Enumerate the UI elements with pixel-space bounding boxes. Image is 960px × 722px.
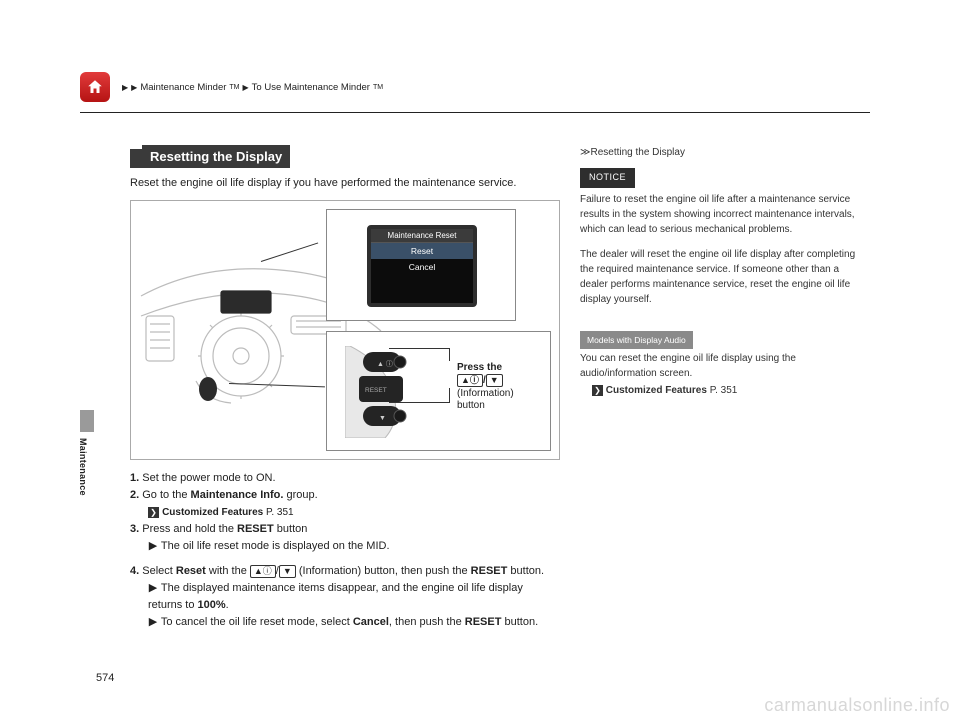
- model-badge: Models with Display Audio: [580, 331, 693, 350]
- step-4-sub1: ▶ The displayed maintenance items disapp…: [148, 580, 560, 614]
- tm-mark: TM: [373, 84, 383, 91]
- notice-badge: NOTICE: [580, 168, 635, 188]
- mid-option-cancel: Cancel: [371, 259, 473, 275]
- pointer-line: [449, 388, 450, 403]
- info-arrow-icon: ≫: [580, 147, 590, 158]
- page-number: 574: [96, 672, 114, 684]
- down-key-icon: ▼: [486, 374, 503, 387]
- side-paragraph: Failure to reset the engine oil life aft…: [580, 192, 860, 237]
- pointer-line: [449, 348, 450, 361]
- section-tab-label: Maintenance: [78, 438, 88, 496]
- breadcrumb-item: Maintenance Minder: [140, 82, 226, 93]
- step-4-sub2: ▶ To cancel the oil life reset mode, sel…: [148, 614, 560, 631]
- callout-line: button: [457, 400, 485, 411]
- section-title: Resetting the Display: [142, 145, 290, 168]
- triangle-icon: ▶: [148, 614, 158, 631]
- step-4: 4. Select Reset with the ▲ⓘ/▼ (Informati…: [130, 563, 560, 580]
- up-key-icon: ▲ⓘ: [457, 374, 483, 387]
- side-paragraph: You can reset the engine oil life displa…: [580, 351, 860, 381]
- side-heading: ≫Resetting the Display: [580, 145, 860, 160]
- triangle-icon: ▶: [148, 580, 158, 597]
- side-xref: ❯ Customized Features P. 351: [592, 383, 860, 398]
- link-arrow-icon: ❯: [148, 507, 159, 518]
- callout-line: (Information): [457, 388, 514, 399]
- main-column: Resetting the Display Reset the engine o…: [130, 145, 560, 631]
- tm-mark: TM: [229, 84, 239, 91]
- mid-option-reset: Reset: [371, 243, 473, 259]
- triangle-icon: ▶: [122, 83, 128, 92]
- step-3: 3. Press and hold the RESET button: [130, 521, 560, 538]
- pointer-line: [261, 242, 318, 261]
- watermark: carmanualsonline.info: [764, 695, 950, 716]
- step-3-sub: ▶ The oil life reset mode is displayed o…: [148, 538, 560, 555]
- side-paragraph: The dealer will reset the engine oil lif…: [580, 247, 860, 307]
- svg-text:▲ ⓘ: ▲ ⓘ: [377, 360, 393, 368]
- home-icon[interactable]: [80, 72, 110, 102]
- step-1: 1. Set the power mode to ON.: [130, 470, 560, 487]
- triangle-icon: ▶: [243, 83, 249, 92]
- down-key-icon: ▼: [279, 565, 296, 578]
- pointer-line: [389, 402, 449, 403]
- mid-screen: Maintenance Reset Reset Cancel: [367, 225, 477, 307]
- svg-text:▼: ▼: [379, 415, 386, 422]
- inset-steering-buttons: ▲ ⓘ RESET ▼ Press the ▲ⓘ/▼ (Information)…: [326, 331, 551, 451]
- header-rule: [80, 112, 870, 113]
- side-column: ≫Resetting the Display NOTICE Failure to…: [580, 145, 860, 398]
- callout-text: Press the ▲ⓘ/▼ (Information) button: [457, 362, 514, 413]
- section-tab-marker: [80, 410, 94, 432]
- step-2-ref: ❯ Customized Features P. 351: [148, 504, 560, 521]
- svg-text:RESET: RESET: [365, 387, 387, 394]
- inset-mid-screen: Maintenance Reset Reset Cancel: [326, 209, 516, 321]
- house-glyph: [86, 78, 104, 96]
- pointer-line: [389, 348, 449, 349]
- step-2: 2. Go to the Maintenance Info. group.: [130, 487, 560, 504]
- section-title-bar: Resetting the Display: [130, 145, 560, 168]
- triangle-icon: ▶: [131, 83, 137, 92]
- triangle-icon: ▶: [148, 538, 158, 555]
- figure-dashboard: Maintenance Reset Reset Cancel ▲ ⓘ RESET…: [130, 200, 560, 460]
- steering-button-art: ▲ ⓘ RESET ▼: [345, 346, 445, 438]
- mid-screen-header: Maintenance Reset: [371, 229, 473, 243]
- up-key-icon: ▲ⓘ: [250, 565, 276, 578]
- steps-list: 1. Set the power mode to ON. 2. Go to th…: [130, 470, 560, 631]
- breadcrumb-item: To Use Maintenance Minder: [252, 82, 370, 93]
- callout-line: Press the: [457, 362, 502, 373]
- link-arrow-icon: ❯: [592, 385, 603, 396]
- intro-text: Reset the engine oil life display if you…: [130, 176, 560, 192]
- breadcrumb: ▶ ▶ Maintenance MinderTM ▶ To Use Mainte…: [122, 82, 383, 93]
